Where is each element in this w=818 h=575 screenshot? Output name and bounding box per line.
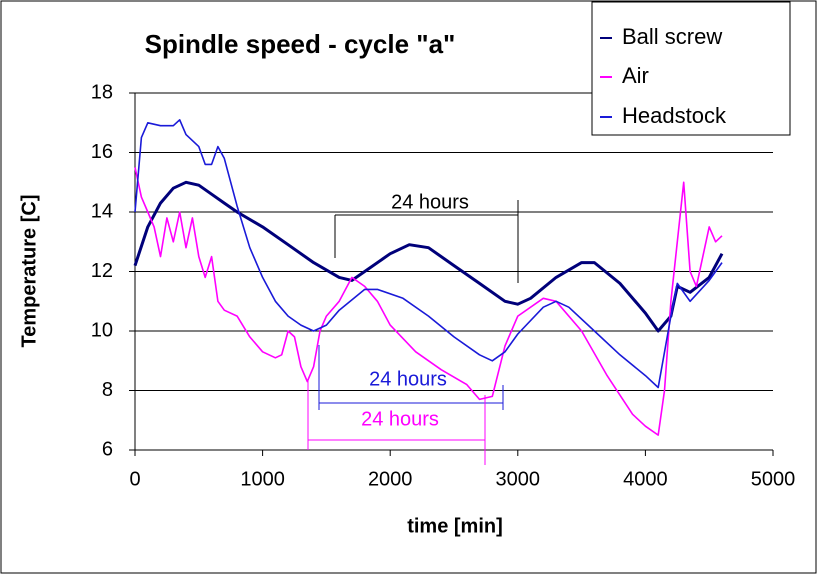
y-tick-label: 14 <box>91 200 113 222</box>
annotation-magenta <box>307 380 486 465</box>
y-tick-label: 18 <box>91 81 113 103</box>
series-line <box>133 180 724 333</box>
legend-label: Air <box>622 63 649 88</box>
y-axis-title: Temperature [C] <box>18 195 40 348</box>
y-tick-label: 16 <box>91 141 113 163</box>
x-tick-label: 2000 <box>368 468 413 490</box>
y-tick-label: 10 <box>91 319 113 341</box>
annotation-black <box>334 200 519 283</box>
legend-label: Ball screw <box>622 24 722 49</box>
y-tick-label: 6 <box>102 438 113 460</box>
annotation: 24 hours <box>391 191 469 213</box>
x-tick-label: 3000 <box>496 468 541 490</box>
annotation: 24 hours <box>369 368 447 390</box>
y-tick-label: 8 <box>102 379 113 401</box>
x-tick-label: 0 <box>129 468 140 490</box>
chart-title: Spindle speed - cycle "a" <box>145 29 456 59</box>
y-tick-label: 12 <box>91 260 113 282</box>
x-axis-title: time [min] <box>407 515 503 537</box>
series-line <box>134 119 723 389</box>
annotation: 24 hours <box>361 408 439 430</box>
legend: Ball screw Air Headstock <box>600 24 727 128</box>
legend-box <box>591 1 791 136</box>
x-tick-label: 1000 <box>240 468 285 490</box>
x-tick-label: 5000 <box>751 468 796 490</box>
lines <box>133 119 724 436</box>
x-tick-label: 4000 <box>623 468 668 490</box>
legend-label: Headstock <box>622 103 727 128</box>
series-line <box>134 167 723 436</box>
annotation-blue <box>318 345 504 410</box>
